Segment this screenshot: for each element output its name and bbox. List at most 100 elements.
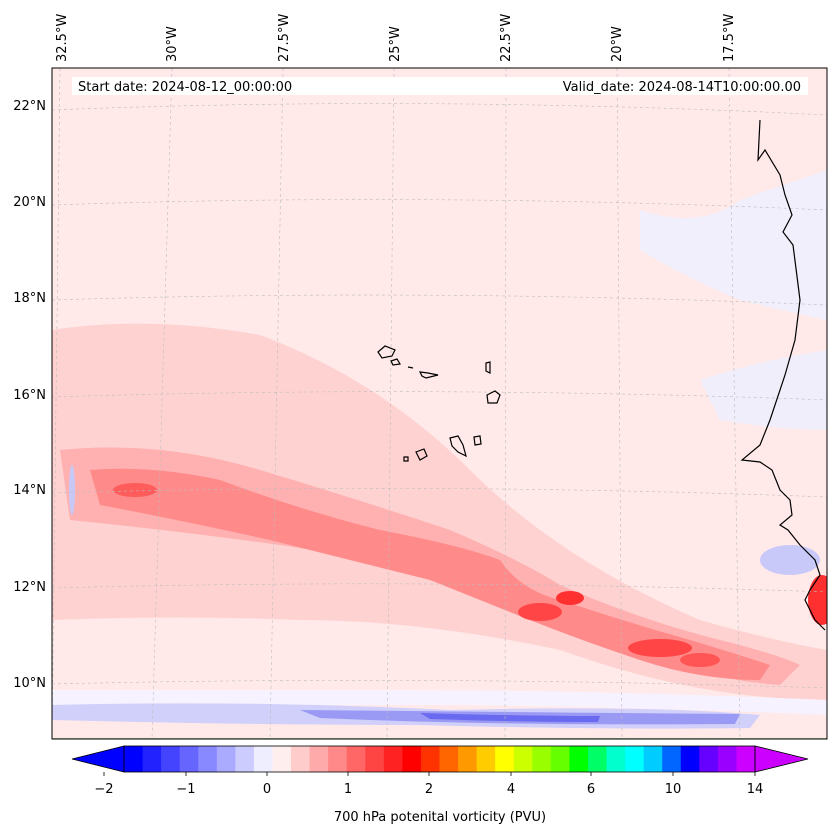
pv-core-center xyxy=(518,603,562,621)
africa-coastline xyxy=(740,119,826,631)
longitude-line-17-5w xyxy=(728,68,741,739)
longitude-line-27-5w xyxy=(269,68,284,739)
latitude-tick-labels: 22°N 20°N 18°N 16°N 14°N 12°N 10°N xyxy=(13,99,46,691)
colorbar-tick-label: 14 xyxy=(747,782,764,797)
longitude-line-22-5w xyxy=(504,68,507,739)
pv-band-light xyxy=(52,323,827,700)
colorbar-tick-label: 6 xyxy=(587,782,595,797)
colorbar-extend-max xyxy=(754,745,809,773)
colorbar-swatch xyxy=(736,746,756,772)
colorbar-tick-label: 0 xyxy=(263,782,271,797)
island-boa-vista xyxy=(486,390,501,404)
latitude-tick-label: 16°N xyxy=(13,388,46,403)
colorbar-swatch xyxy=(569,746,589,772)
valid-date-annotation: Valid_date: 2024-08-14T10:00:00.00 xyxy=(563,80,801,95)
pv-core-coast xyxy=(808,575,827,625)
latitude-tick-label: 18°N xyxy=(13,291,46,306)
colorbar-swatch xyxy=(699,746,719,772)
longitude-line-20w xyxy=(616,68,623,739)
latitude-line-14n xyxy=(52,488,827,498)
colorbar-swatch xyxy=(365,746,385,772)
longitude-tick-label: 20°W xyxy=(610,26,625,62)
latitude-line-16n xyxy=(52,391,827,401)
valid-date-box xyxy=(328,77,808,95)
longitude-tick-label: 17.5°W xyxy=(722,14,737,62)
colorbar-swatch xyxy=(476,746,496,772)
colorbar-swatch xyxy=(643,746,663,772)
island-sal xyxy=(485,361,491,374)
colorbar-swatch xyxy=(680,746,700,772)
colorbar-swatch xyxy=(513,746,533,772)
pv-negative-blip-west xyxy=(69,465,75,515)
colorbar-tick-label: 2 xyxy=(425,782,433,797)
colorbar-swatch xyxy=(235,746,255,772)
colorbar-swatch xyxy=(587,746,608,772)
pv-negative-strip-south-core-2 xyxy=(420,713,600,722)
longitude-tick-label: 27.5°W xyxy=(277,14,292,62)
longitude-line-32-5w xyxy=(52,68,61,739)
colorbar-swatch xyxy=(161,746,181,772)
colorbar-tick-label: −2 xyxy=(94,782,113,797)
island-sao-nicolau xyxy=(407,366,439,379)
colorbar-swatch xyxy=(198,746,218,772)
latitude-tick-label: 22°N xyxy=(13,99,46,114)
longitude-line-25w xyxy=(386,68,395,739)
colorbar-swatch xyxy=(253,746,273,772)
colorbar-swatch xyxy=(662,746,682,772)
colorbar-swatch xyxy=(216,746,236,772)
longitude-tick-label: 30°W xyxy=(165,26,180,62)
colorbar-label: 700 hPa potenital vorticity (PVU) xyxy=(334,810,546,825)
colorbar-swatch xyxy=(402,746,422,772)
colorbar-tick-label: 10 xyxy=(665,782,682,797)
island-fogo xyxy=(415,448,428,461)
island-santo-antao xyxy=(377,345,396,359)
colorbar-swatch xyxy=(550,746,570,772)
colorbar-swatch xyxy=(439,746,459,772)
colorbar-swatch xyxy=(458,746,478,772)
island-maio xyxy=(473,435,482,446)
colorbar-tick-label: 4 xyxy=(507,782,515,797)
longitude-tick-label: 22.5°W xyxy=(499,14,514,62)
colorbar-swatch xyxy=(124,746,144,772)
colorbar-swatch xyxy=(383,746,403,772)
latitude-tick-label: 10°N xyxy=(13,676,46,691)
latitude-line-18n xyxy=(52,294,827,306)
colorbar-swatch xyxy=(179,746,199,772)
pv-core-east-2 xyxy=(680,653,720,667)
colorbar-swatch xyxy=(328,746,348,772)
colorbar-swatch xyxy=(142,746,162,772)
pv-negative-patch-coast xyxy=(760,545,820,575)
colorbar-swatch xyxy=(606,746,626,772)
colorbar-tick-label: 1 xyxy=(344,782,352,797)
pv-core-east xyxy=(628,639,692,657)
colorbar-swatch xyxy=(309,746,329,772)
pv-negative-patch-east xyxy=(700,350,827,430)
colorbar-swatch xyxy=(532,746,552,772)
latitude-line-22n xyxy=(52,103,827,116)
latitude-tick-label: 12°N xyxy=(13,580,46,595)
colorbar-tick-label: −1 xyxy=(176,782,195,797)
colorbar: −2 −1 0 1 2 4 6 10 14 xyxy=(71,745,809,797)
pv-negative-patch-northeast xyxy=(640,170,827,320)
colorbar-swatch xyxy=(272,746,292,772)
longitude-tick-labels: 32.5°W 30°W 27.5°W 25°W 22.5°W 20°W 17.5°W xyxy=(55,14,737,62)
island-brava xyxy=(403,456,409,462)
longitude-line-30w xyxy=(151,68,173,739)
longitude-tick-label: 25°W xyxy=(388,26,403,62)
latitude-line-20n xyxy=(52,199,827,211)
longitude-tick-label: 32.5°W xyxy=(55,14,70,62)
latitude-line-10n xyxy=(52,680,827,689)
start-date-annotation: Start date: 2024-08-12_00:00:00 xyxy=(78,80,292,95)
colorbar-extend-min xyxy=(71,745,125,773)
colorbar-frame xyxy=(123,745,756,773)
colorbar-swatch xyxy=(346,746,366,772)
graticule xyxy=(52,68,827,739)
colorbar-swatch xyxy=(291,746,311,772)
start-date-box xyxy=(72,77,328,95)
colorbar-swatch xyxy=(717,746,737,772)
colorbar-swatch xyxy=(420,746,440,772)
colorbar-swatch xyxy=(495,746,515,772)
latitude-line-12n xyxy=(52,583,827,593)
map-frame xyxy=(51,67,828,740)
